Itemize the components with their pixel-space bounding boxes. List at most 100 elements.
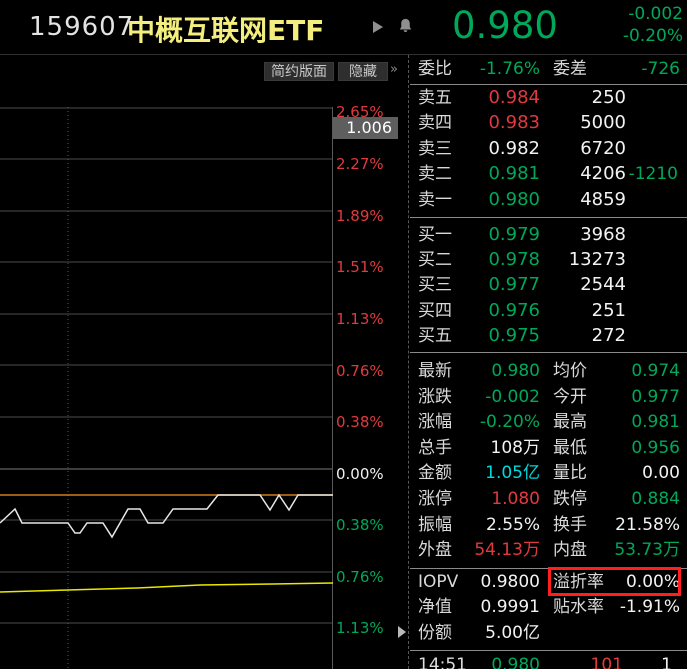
diff-label: 委差 — [553, 59, 587, 79]
tick-row: 14:51 0.980 101 1 — [410, 652, 687, 669]
stock-name: 中概互联网ETF — [127, 14, 325, 47]
level-volume: 4206 — [580, 163, 626, 184]
buy-1-row: 买一 0.979 3968 — [410, 222, 687, 248]
level-price: 0.981 — [488, 163, 540, 184]
simple-layout-button[interactable]: 简约版面 — [264, 62, 334, 81]
stat-value: -0.002 — [485, 387, 540, 407]
stat-value: 0.956 — [631, 438, 680, 458]
axis-label: 0.38% — [336, 516, 384, 534]
level-price: 0.979 — [488, 224, 540, 245]
avg-price-line — [0, 582, 333, 593]
level-volume: 250 — [591, 87, 626, 108]
stat-label: 涨停 — [418, 489, 452, 509]
level-delta: -1210 — [628, 164, 678, 184]
stat-value: 21.58% — [615, 515, 680, 535]
stat-label: 最低 — [553, 438, 587, 458]
level-label: 买一 — [418, 225, 452, 245]
intraday-plot[interactable] — [0, 107, 333, 669]
hide-button[interactable]: 隐藏 — [338, 62, 388, 81]
sell-3-row: 卖三 0.982 6720 — [410, 136, 687, 162]
commission-ratio-row: 委比 -1.76% 委差 -726 — [410, 56, 687, 82]
stat-label: 量比 — [553, 463, 587, 483]
stat-value: 0.980 — [491, 361, 540, 381]
level-label: 卖二 — [418, 164, 452, 184]
stats-row: 涨停 1.080 跌停 0.884 — [410, 486, 687, 512]
fund-label: 溢折率 — [553, 572, 604, 592]
level-volume: 3968 — [580, 224, 626, 245]
stat-value: 0.981 — [631, 412, 680, 432]
level-price: 0.976 — [488, 300, 540, 321]
axis-label: 0.76% — [336, 362, 384, 380]
chevron-double-right-icon[interactable]: » — [390, 62, 398, 77]
buy-5-row: 买五 0.975 272 — [410, 323, 687, 349]
buy-3-row: 买三 0.977 2544 — [410, 272, 687, 298]
stat-label: 最高 — [553, 412, 587, 432]
level-volume: 5000 — [580, 112, 626, 133]
stat-label: 今开 — [553, 387, 587, 407]
fund-row-shares: 份额 5.00亿 — [410, 620, 687, 646]
level-label: 买二 — [418, 250, 452, 270]
stat-label: 金额 — [418, 463, 452, 483]
fund-value: 0.9991 — [480, 597, 540, 617]
price-level-tag: 1.006 — [333, 117, 398, 139]
stat-value: 54.13万 — [474, 540, 540, 560]
sell-1-row: 卖一 0.980 4859 — [410, 187, 687, 213]
stat-label: 涨幅 — [418, 412, 452, 432]
play-icon[interactable] — [373, 21, 383, 33]
axis-label: 2.65% — [336, 103, 384, 121]
level-volume: 251 — [591, 300, 626, 321]
panel-expand-arrow-icon[interactable] — [398, 626, 406, 638]
level-label: 卖三 — [418, 139, 452, 159]
header: 159607 中概互联网ETF 0.980 -0.002 -0.20% — [0, 0, 687, 55]
axis-label: 0.76% — [336, 568, 384, 586]
stat-label: 总手 — [418, 438, 452, 458]
tick-volume: 101 — [590, 655, 623, 669]
level-price: 0.980 — [488, 189, 540, 210]
separator — [410, 650, 687, 651]
level-label: 买五 — [418, 326, 452, 346]
axis-label: 1.13% — [336, 310, 384, 328]
stat-value: 53.73万 — [614, 540, 680, 560]
level-volume: 272 — [591, 325, 626, 346]
stats-row: 总手 108万 最低 0.956 — [410, 435, 687, 461]
stat-value: 108万 — [490, 438, 540, 458]
last-price: 0.980 — [452, 4, 558, 47]
stat-label: 振幅 — [418, 515, 452, 535]
axis-label: 1.51% — [336, 258, 384, 276]
level-price: 0.983 — [488, 112, 540, 133]
fund-row-nav: 净值 0.9991 贴水率 -1.91% — [410, 594, 687, 620]
buy-4-row: 买四 0.976 251 — [410, 298, 687, 324]
level-label: 卖一 — [418, 190, 452, 210]
ratio-label: 委比 — [418, 59, 452, 79]
sell-4-row: 卖四 0.983 5000 — [410, 110, 687, 136]
axis-label: 1.13% — [336, 619, 384, 637]
axis-label: 1.89% — [336, 207, 384, 225]
fund-value: -1.91% — [619, 597, 680, 617]
level-label: 买四 — [418, 301, 452, 321]
stats-row: 金额 1.05亿 量比 0.00 — [410, 460, 687, 486]
tick-count: 1 — [661, 655, 672, 669]
level-volume: 13273 — [568, 249, 626, 270]
diff-value: -726 — [641, 59, 680, 79]
stat-label: 跌停 — [553, 489, 587, 509]
fund-value: 0.9800 — [480, 572, 540, 592]
level-price: 0.977 — [488, 274, 540, 295]
level-price: 0.982 — [488, 138, 540, 159]
stock-code: 159607 — [29, 12, 135, 42]
bell-icon[interactable] — [397, 17, 414, 35]
ratio-value: -1.76% — [479, 59, 540, 79]
level-price: 0.975 — [488, 325, 540, 346]
stat-label: 最新 — [418, 361, 452, 381]
stat-value: 0.974 — [631, 361, 680, 381]
stat-value: 2.55% — [485, 515, 540, 535]
separator — [410, 84, 687, 85]
price-line — [0, 493, 333, 539]
level-price: 0.978 — [488, 249, 540, 270]
stat-label: 涨跌 — [418, 387, 452, 407]
stat-value: 0.884 — [631, 489, 680, 509]
buy-2-row: 买二 0.978 13273 — [410, 247, 687, 273]
stat-value: -0.20% — [479, 412, 540, 432]
stats-row: 最新 0.980 均价 0.974 — [410, 358, 687, 384]
stats-row: 涨跌 -0.002 今开 0.977 — [410, 384, 687, 410]
price-change-block: -0.002 -0.20% — [623, 3, 683, 47]
